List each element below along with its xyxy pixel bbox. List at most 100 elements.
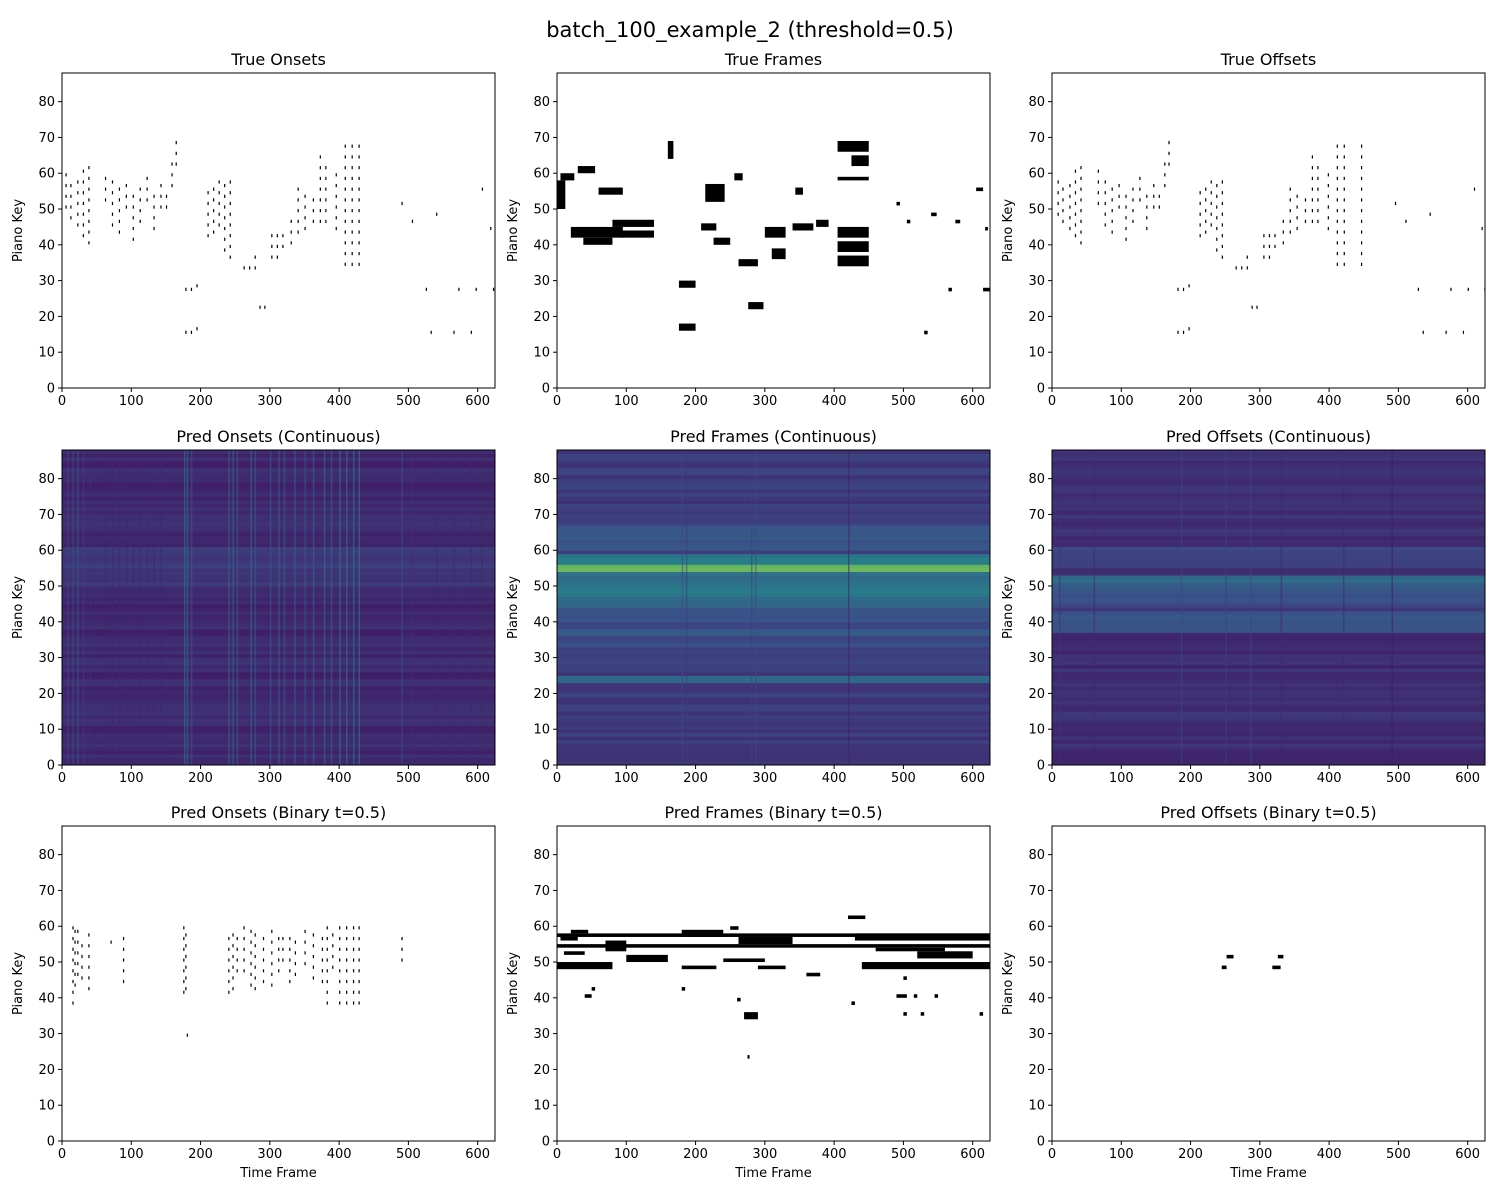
heatmap-row	[1052, 607, 1485, 612]
heatmap-column	[323, 450, 326, 765]
subplot-8: 0 100 200 300 400 500 600 0 10 20 30 40 50 60 70 80 Pred…	[506, 803, 991, 1181]
heatmap-row	[557, 750, 990, 755]
onset-mark	[224, 237, 226, 241]
onset-mark	[470, 330, 472, 334]
x-tick-label: 300	[1247, 394, 1272, 409]
heatmap-row	[557, 711, 990, 716]
onset-mark	[321, 947, 323, 951]
onset-mark	[190, 287, 193, 291]
onset-mark	[1268, 244, 1271, 249]
x-tick-label: 300	[752, 771, 777, 786]
note-mark	[851, 155, 869, 167]
onset-mark	[297, 219, 299, 223]
heatmap-row	[557, 514, 990, 519]
y-tick-label: 60	[38, 544, 55, 559]
x-tick-label: 200	[1178, 1147, 1203, 1162]
heatmap-column	[1250, 450, 1252, 765]
heatmap-row	[1052, 478, 1485, 483]
heatmap-row	[557, 643, 990, 648]
heatmap-row	[1052, 485, 1485, 490]
note-mark	[1277, 954, 1284, 959]
onset-mark	[122, 936, 125, 941]
x-tick-label: 0	[58, 394, 66, 409]
onset-mark	[1168, 151, 1170, 155]
y-tick-label: 0	[47, 382, 55, 397]
onset-mark	[351, 187, 353, 191]
note-mark	[903, 1012, 907, 1016]
onset-mark	[339, 926, 341, 930]
y-tick-label: 80	[1028, 472, 1045, 487]
onset-mark	[82, 169, 84, 173]
onset-mark	[319, 166, 321, 170]
onset-mark	[278, 958, 280, 962]
onset-mark	[213, 230, 215, 234]
onset-mark	[346, 990, 348, 994]
heatmap-row	[1052, 682, 1485, 687]
y-tick-label: 40	[38, 991, 55, 1006]
onset-mark	[254, 944, 256, 948]
onset-mark	[1274, 244, 1276, 249]
onset-mark	[411, 219, 414, 223]
onset-mark	[185, 954, 187, 959]
x-tick-label: 100	[614, 771, 639, 786]
onset-mark	[122, 947, 125, 951]
onset-mark	[346, 979, 348, 984]
onset-mark	[1311, 166, 1313, 170]
onset-mark	[1205, 209, 1207, 213]
heatmap-column	[411, 450, 414, 765]
onset-mark	[1069, 216, 1071, 220]
onset-mark	[1111, 209, 1113, 213]
heatmap-row	[1052, 696, 1485, 701]
heatmap-row	[557, 621, 990, 626]
note-mark	[906, 219, 911, 224]
onset-mark	[1221, 234, 1223, 238]
onset-mark	[185, 976, 187, 980]
heatmap-row	[1052, 736, 1485, 741]
heatmap-column	[118, 450, 121, 765]
onset-mark	[264, 305, 266, 309]
onset-mark	[1210, 191, 1212, 195]
onset-mark	[171, 173, 173, 177]
heatmap-row	[557, 546, 990, 551]
heatmap-column	[228, 450, 230, 765]
onset-mark	[321, 958, 323, 962]
heatmap-row	[557, 628, 990, 633]
x-tick-label: 400	[822, 771, 847, 786]
note-mark	[730, 926, 739, 930]
onset-mark	[325, 166, 327, 170]
onset-mark	[185, 933, 187, 937]
onset-mark	[1450, 287, 1452, 291]
onset-mark	[1069, 226, 1071, 231]
onset-mark	[1069, 183, 1071, 188]
y-tick-label: 60	[533, 920, 550, 935]
note-mark	[626, 954, 668, 963]
onset-mark	[165, 194, 168, 198]
note-mark	[583, 237, 613, 245]
onset-mark	[1343, 155, 1345, 159]
onset-mark	[70, 216, 72, 220]
heatmap-row	[557, 614, 990, 619]
onset-mark	[232, 933, 234, 937]
onset-mark	[82, 234, 84, 238]
onset-mark	[70, 183, 72, 188]
onset-mark	[352, 947, 355, 951]
onset-mark	[171, 183, 173, 188]
onset-mark	[312, 965, 314, 969]
onset-mark	[72, 990, 74, 994]
onset-mark	[326, 958, 328, 962]
onset-mark	[190, 330, 193, 334]
onset-mark	[297, 230, 299, 234]
onset-mark	[1182, 330, 1185, 334]
heatmap-row	[557, 722, 990, 726]
heatmap-column	[1180, 450, 1183, 765]
onset-mark	[1080, 166, 1082, 170]
onset-mark	[1289, 198, 1291, 202]
onset-mark	[82, 191, 84, 195]
onset-mark	[1074, 223, 1077, 227]
x-tick-label: 400	[1317, 771, 1342, 786]
y-tick-label: 80	[1028, 848, 1045, 863]
note-mark	[577, 166, 596, 174]
note-mark	[598, 187, 623, 195]
onset-mark	[1118, 194, 1120, 198]
onset-mark	[458, 287, 460, 291]
